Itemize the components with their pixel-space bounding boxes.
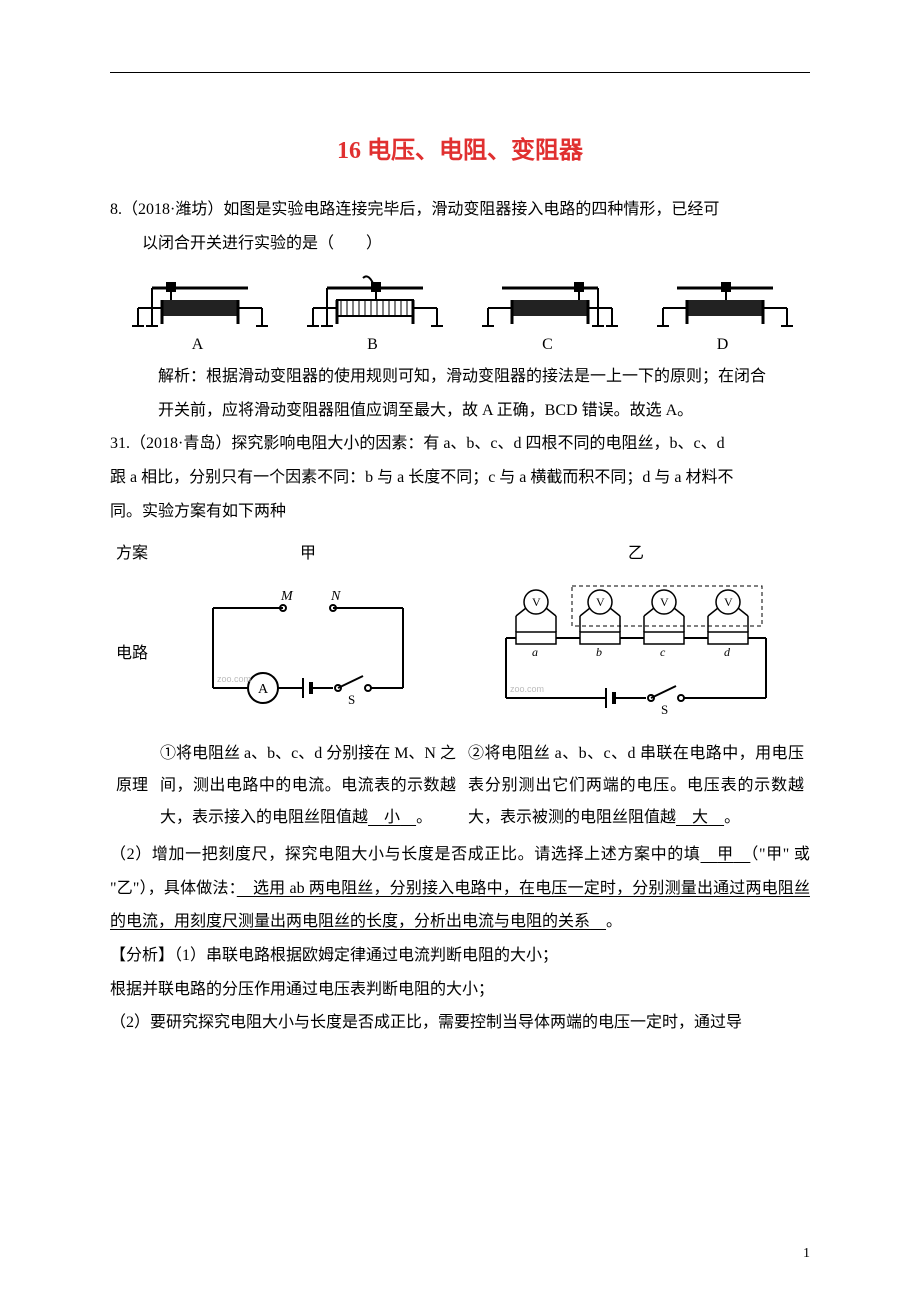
q8-option-b: B <box>303 274 443 354</box>
col-hdr-yi: 乙 <box>462 534 810 574</box>
page-number: 1 <box>803 1246 810 1262</box>
label-a: A <box>258 682 269 697</box>
q31-analysis-line1: 【分析】（1）串联电路根据欧姆定律通过电流判断电阻的大小； <box>110 939 810 973</box>
q8-stem-line1: 8.（2018·潍坊）如图是实验电路连接完毕后，滑动变阻器接入电路的四种情形，已… <box>110 193 810 227</box>
q31-analysis-line3: （2）要研究探究电阻大小与长度是否成正比，需要控制当导体两端的电压一定时，通过导 <box>110 1006 810 1040</box>
q8-explain-line1: 解析：根据滑动变阻器的使用规则可知，滑动变阻器的接法是一上一下的原则；在闭合 <box>110 360 810 394</box>
q8-explain-line2: 开关前，应将滑动变阻器阻值应调至最大，故 A 正确，BCD 错误。故选 A。 <box>110 394 810 428</box>
q31-part2-pre: （2）增加一把刻度尺，探究电阻大小与长度是否成正比。请选择上述方案中的填 <box>110 846 701 863</box>
q31-stem-line3: 同。实验方案有如下两种 <box>110 495 810 529</box>
q8-option-c-label: C <box>478 336 618 354</box>
rheostat-b-icon <box>303 274 443 330</box>
watermark-yi: zoo.com <box>510 684 544 694</box>
principle-jia-ans: 小 <box>368 809 416 826</box>
label-c-wire: c <box>660 645 666 659</box>
q31-stem-line2: 跟 a 相比，分别只有一个因素不同：b 与 a 长度不同；c 与 a 横截而积不… <box>110 461 810 495</box>
circuit-jia-icon: M N A <box>193 578 423 708</box>
label-b-wire: b <box>596 645 602 659</box>
col-hdr-jia: 甲 <box>154 534 462 574</box>
label-a-wire: a <box>532 645 538 659</box>
label-d-wire: d <box>724 645 731 659</box>
q8-option-b-label: B <box>303 336 443 354</box>
row-hdr-principle: 原理 <box>110 734 154 838</box>
label-v4: V <box>724 595 733 609</box>
principle-jia: ①将电阻丝 a、b、c、d 分别接在 M、N 之间，测出电路中的电流。电流表的示… <box>154 734 462 838</box>
top-rule <box>110 72 810 73</box>
q8-option-a-label: A <box>128 336 268 354</box>
principle-yi-ans: 大 <box>676 809 724 826</box>
q8-option-c: C <box>478 274 618 354</box>
q8-options: A <box>110 274 810 354</box>
label-v1: V <box>532 595 541 609</box>
principle-yi-post: 。 <box>724 809 740 826</box>
page-title: 16 电压、电阻、变阻器 <box>110 130 810 165</box>
rheostat-a-icon <box>128 274 268 330</box>
label-s-jia: S <box>348 692 355 707</box>
q31-part2-choice: 甲 <box>701 846 751 863</box>
label-v2: V <box>596 595 605 609</box>
q31-part2-post: 。 <box>606 913 622 930</box>
label-s-yi: S <box>661 702 668 717</box>
row-hdr-scheme: 方案 <box>110 534 154 574</box>
label-n: N <box>330 589 341 604</box>
scheme-table: 方案 甲 乙 电路 M N <box>110 534 810 838</box>
label-v3: V <box>660 595 669 609</box>
label-m: M <box>280 589 294 604</box>
q8-option-a: A <box>128 274 268 354</box>
principle-yi-pre: ②将电阻丝 a、b、c、d 串联在电路中，用电压表分别测出它们两端的电压。电压表… <box>468 745 804 826</box>
principle-jia-post: 。 <box>416 809 432 826</box>
q31-analysis-line2: 根据并联电路的分压作用通过电压表判断电阻的大小； <box>110 973 810 1007</box>
principle-yi: ②将电阻丝 a、b、c、d 串联在电路中，用电压表分别测出它们两端的电压。电压表… <box>462 734 810 838</box>
q31-part2: （2）增加一把刻度尺，探究电阻大小与长度是否成正比。请选择上述方案中的填 甲 （… <box>110 838 810 939</box>
row-hdr-circuit: 电路 <box>110 574 154 734</box>
rheostat-c-icon <box>478 274 618 330</box>
q8-option-d-label: D <box>653 336 793 354</box>
circuit-yi-cell: S a V <box>462 574 810 734</box>
rheostat-d-icon <box>653 274 793 330</box>
circuit-yi-icon: S a V <box>486 578 786 718</box>
q31-stem-line1: 31.（2018·青岛）探究影响电阻大小的因素：有 a、b、c、d 四根不同的电… <box>110 427 810 461</box>
watermark-jia: zoo.com <box>217 674 251 684</box>
q8-stem-line2: 以闭合开关进行实验的是（ ） <box>110 227 810 261</box>
circuit-jia-cell: M N A <box>154 574 462 734</box>
q8-option-d: D <box>653 274 793 354</box>
